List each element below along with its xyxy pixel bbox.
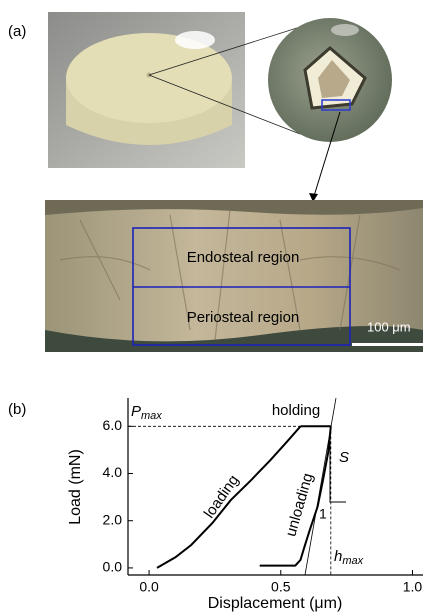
- annotation-sub: max: [342, 555, 363, 567]
- x-axis-label: Displacement (μm): [208, 595, 343, 612]
- series-label: loading: [201, 472, 243, 521]
- y-tick-label: 4.0: [103, 464, 123, 480]
- region-label: Periosteal region: [187, 309, 300, 326]
- annotation-main: h: [334, 548, 342, 565]
- region-label: Endosteal region: [187, 249, 300, 266]
- panel-label: (b): [8, 401, 26, 418]
- y-tick-label: 0.0: [103, 559, 123, 575]
- annotation: 1: [319, 506, 327, 522]
- annotation: hmax: [334, 548, 364, 567]
- y-axis-label: Load (mN): [67, 449, 84, 525]
- reflection: [331, 24, 359, 36]
- highlight: [175, 31, 215, 49]
- series-label: holding: [272, 402, 320, 419]
- annotation: Pmax: [131, 403, 162, 422]
- x-tick-label: 0.5: [271, 579, 291, 595]
- annotation: S: [339, 449, 349, 466]
- y-tick-label: 2.0: [103, 511, 123, 527]
- panel-label: (a): [8, 23, 26, 40]
- scale-bar-label: 100 μm: [367, 319, 411, 334]
- y-tick-label: 6.0: [103, 417, 123, 433]
- figure: (a) Endosteal region Periosteal region 1…: [0, 0, 423, 614]
- series-label: unloading: [282, 471, 316, 538]
- x-tick-label: 1.0: [403, 579, 423, 595]
- annotation-sub: max: [141, 410, 162, 422]
- scale-bar: [352, 343, 423, 346]
- annotation-main: P: [131, 403, 141, 420]
- x-tick-label: 0.0: [139, 579, 159, 595]
